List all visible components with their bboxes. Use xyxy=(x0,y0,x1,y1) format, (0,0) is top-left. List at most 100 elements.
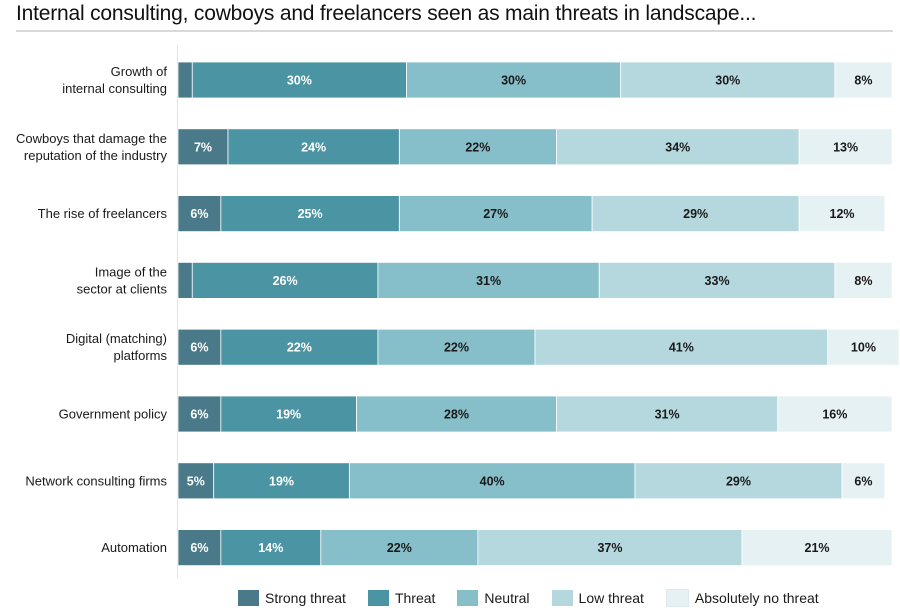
data-label: 29% xyxy=(683,207,708,221)
data-label: 14% xyxy=(258,541,283,555)
bar-segment-neutral xyxy=(377,261,600,299)
data-label: 21% xyxy=(805,541,830,555)
data-label: 41% xyxy=(669,341,694,355)
bar-segment-absolutely-no-threat xyxy=(741,529,893,566)
bar-segment-threat xyxy=(220,195,400,233)
bar-segment-absolutely-no-threat xyxy=(798,195,886,233)
legend-swatch xyxy=(665,589,689,607)
legend-swatch xyxy=(551,590,573,606)
data-label: 5% xyxy=(187,474,205,488)
legend-swatch xyxy=(457,590,479,606)
bar-segment-neutral xyxy=(348,462,636,500)
bar-segment-strong-threat xyxy=(177,61,193,99)
legend: Strong threat Threat Neutral Low threat Abso… xyxy=(238,589,841,607)
bar-segment-strong-threat xyxy=(177,195,222,233)
legend-label: Absolutely no threat xyxy=(694,590,819,606)
data-label: 12% xyxy=(830,207,855,221)
bar-segment-threat xyxy=(220,529,322,566)
category-label: The rise of freelancers xyxy=(38,206,168,221)
title-divider xyxy=(16,30,893,32)
legend-item: Neutral xyxy=(457,590,530,606)
bar-segment-threat xyxy=(191,261,379,299)
bar-segment-absolutely-no-threat xyxy=(798,128,893,166)
data-label: 31% xyxy=(476,274,501,288)
bar-segment-strong-threat xyxy=(177,395,222,433)
bar-segment-threat xyxy=(191,61,407,99)
bar-segment-neutral xyxy=(356,395,557,433)
data-label: 30% xyxy=(501,74,526,88)
category-label: Automation xyxy=(101,540,167,555)
data-label: 22% xyxy=(444,341,469,355)
data-label: 27% xyxy=(483,207,508,221)
data-label: 6% xyxy=(190,541,208,555)
data-label: 29% xyxy=(726,474,751,488)
data-label: 6% xyxy=(190,341,208,355)
data-label: 7% xyxy=(194,140,212,154)
legend-label: Neutral xyxy=(484,590,530,606)
data-label: 19% xyxy=(269,474,294,488)
data-label: 22% xyxy=(287,341,312,355)
category-label: Growth of internal consulting xyxy=(62,64,167,96)
data-label: 26% xyxy=(273,274,298,288)
bar-segment-strong-threat xyxy=(177,328,222,366)
bar-segment-absolutely-no-threat xyxy=(834,61,893,99)
data-label: 13% xyxy=(833,140,858,154)
bar-segment-absolutely-no-threat xyxy=(827,328,900,366)
data-label: 19% xyxy=(276,408,301,422)
bar-segment-low-threat xyxy=(477,529,743,566)
data-label: 24% xyxy=(301,140,326,154)
data-label: 33% xyxy=(705,274,730,288)
data-label: 6% xyxy=(190,408,208,422)
legend-label: Low threat xyxy=(578,590,644,606)
bar-segment-low-threat xyxy=(534,328,829,366)
data-label: 16% xyxy=(822,408,847,422)
legend-swatch xyxy=(367,590,389,606)
category-label: Cowboys that damage the reputation of the… xyxy=(16,131,168,163)
bar-segment-threat xyxy=(220,395,357,433)
bar-segment-strong-threat xyxy=(177,261,193,299)
data-label: 30% xyxy=(715,74,740,88)
category-label: Image of the sector at clients xyxy=(77,264,168,296)
bar-segment-low-threat xyxy=(598,261,836,299)
data-label: 25% xyxy=(298,207,323,221)
bar-segment-neutral xyxy=(377,328,536,366)
data-label: 34% xyxy=(665,140,690,154)
legend-item: Low threat xyxy=(551,590,644,606)
data-label: 6% xyxy=(190,207,208,221)
bar-segment-threat xyxy=(213,462,350,500)
bar-segment-threat xyxy=(220,328,379,366)
legend-label: Threat xyxy=(394,590,436,606)
bar-segment-absolutely-no-threat xyxy=(834,261,893,299)
bar-segment-low-threat xyxy=(556,128,800,166)
chart-title: Internal consulting, cowboys and freelan… xyxy=(16,2,757,25)
category-label: Network consulting firms xyxy=(25,473,167,488)
bar-segment-strong-threat xyxy=(177,462,215,500)
category-label: Digital (matching) platforms xyxy=(66,331,168,363)
bar-segment-neutral xyxy=(406,61,622,99)
data-label: 10% xyxy=(851,341,876,355)
data-label: 22% xyxy=(387,541,412,555)
data-label: 37% xyxy=(597,541,622,555)
bar-segment-neutral xyxy=(398,128,557,166)
bar-segment-neutral xyxy=(398,195,593,233)
data-label: 22% xyxy=(465,140,490,154)
bar-segment-neutral xyxy=(320,529,479,566)
bar-segment-low-threat xyxy=(591,195,800,233)
legend-label: Strong threat xyxy=(265,590,346,606)
data-label: 8% xyxy=(854,74,872,88)
data-label: 31% xyxy=(655,408,680,422)
data-label: 30% xyxy=(287,74,312,88)
data-label: 28% xyxy=(444,408,469,422)
category-label: Government policy xyxy=(59,407,168,422)
bar-segment-threat xyxy=(227,128,400,166)
bar-segment-absolutely-no-threat xyxy=(777,395,893,433)
data-label: 40% xyxy=(480,474,505,488)
bar-segment-strong-threat xyxy=(177,128,229,166)
bar-segment-absolutely-no-threat xyxy=(841,462,886,500)
legend-item: Strong threat xyxy=(238,590,346,606)
data-label: 8% xyxy=(854,274,872,288)
legend-item: Absolutely no threat xyxy=(665,589,819,607)
legend-item: Threat xyxy=(367,590,436,606)
legend-swatch xyxy=(238,590,259,606)
